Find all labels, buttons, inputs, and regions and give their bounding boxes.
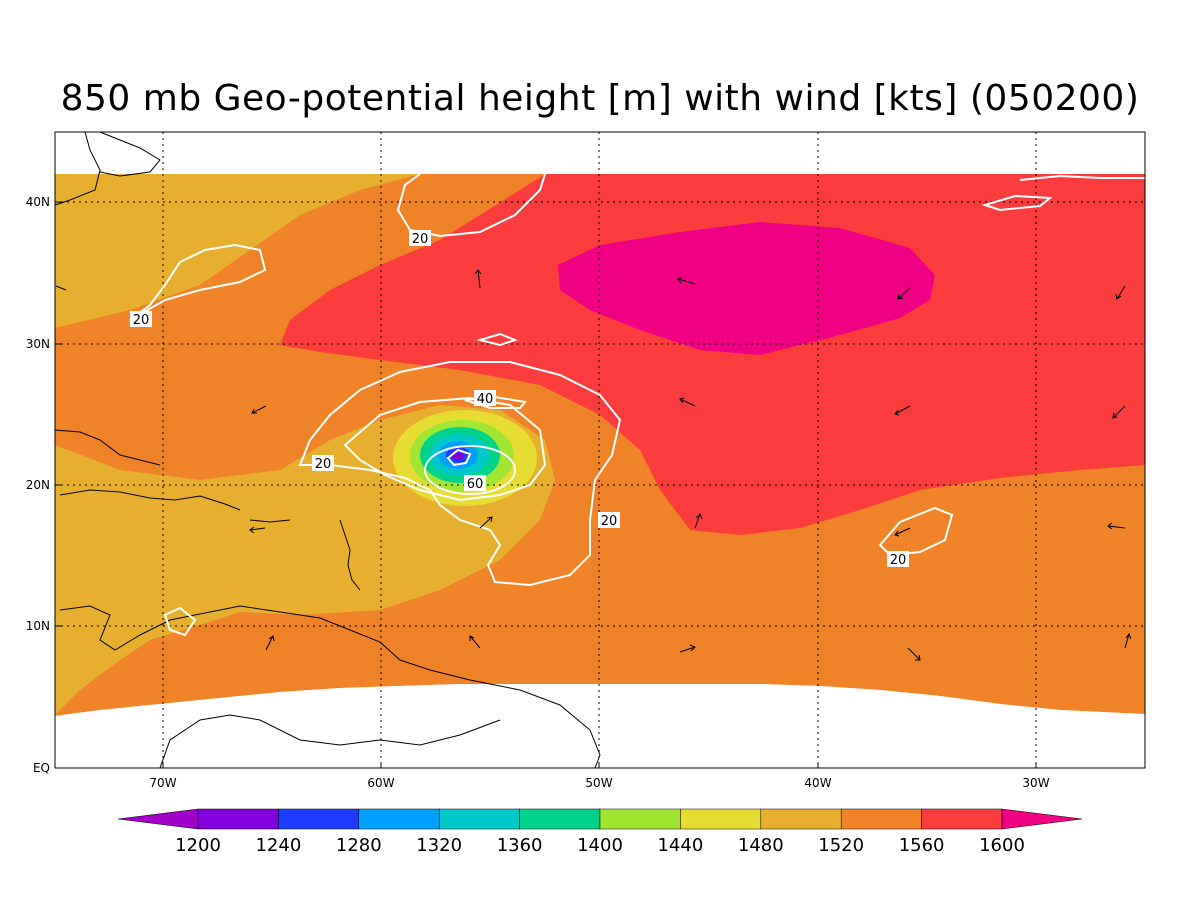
no-data-south [55,684,1145,768]
colorbar-swatch [438,808,520,830]
colorbar-label: 1360 [497,835,543,856]
plot-frame [54,131,1146,769]
colorbar-label: 1520 [818,835,864,856]
colorbar-swatch [921,808,1003,830]
height-1520-north [55,174,420,328]
lon-label: 60W [367,776,394,790]
contour-label: 20 [601,514,618,529]
colorbar-swatch [278,808,360,830]
lon-label: 50W [585,776,612,790]
lat-labels: 40N 30N 20N 10N EQ [26,195,50,775]
contour-label: 60 [467,477,484,492]
colorbar-swatch [760,808,842,830]
lat-label: 30N [26,337,50,351]
lon-label: 70W [149,776,176,790]
colorbar-label: 1480 [738,835,784,856]
contour-60 [424,445,516,495]
colorbar-swatch [599,808,681,830]
colorbar-label: 1400 [577,835,623,856]
contour-label: 20 [890,553,907,568]
lon-labels: 70W 60W 50W 40W 30W [149,776,1049,790]
axis-ticks [55,201,1037,768]
lat-label: EQ [33,761,50,775]
contour-labels: 20 20 20 40 60 20 20 [130,230,909,568]
colorbar-arrow-high [1001,808,1083,830]
colorbar-label: 1440 [657,835,703,856]
height-field [55,132,1145,768]
colorbar-label: 1600 [979,835,1025,856]
lon-label: 30W [1022,776,1049,790]
colorbar-swatch [519,808,601,830]
colorbar-swatch [840,808,922,830]
lat-label: 20N [26,478,50,492]
colorbar-label: 1200 [175,835,221,856]
colorbar-swatch [197,808,279,830]
contour-label: 20 [315,457,332,472]
lat-label: 40N [26,195,50,209]
no-data-north [55,132,1145,174]
colorbar-swatch [358,808,440,830]
wind-contours [129,173,1145,637]
colorbar: 1200 1240 1280 1320 1360 1400 1440 1480 1520 1560… [117,808,1083,856]
colorbar-swatch [680,808,762,830]
height-1600-region [280,174,1145,535]
colorbar-label: 1320 [416,835,462,856]
wind-vectors [55,269,1132,661]
lon-label: 40W [804,776,831,790]
contour-label: 40 [477,392,494,407]
height-1640-region [558,222,935,355]
colorbar-label: 1560 [899,835,945,856]
contour-40 [343,396,547,502]
contour-label: 20 [412,232,429,247]
storm-ring-1240 [452,452,464,460]
colorbar-label: 1280 [336,835,382,856]
colorbar-arrow-low [117,808,199,830]
lat-label: 10N [26,619,50,633]
contour-20-nw [129,243,267,321]
map-title: 850 mb Geo-potential height [m] with win… [60,78,1140,119]
contour-label: 20 [133,313,150,328]
colorbar-label: 1240 [255,835,301,856]
grid-lines [55,132,1145,768]
